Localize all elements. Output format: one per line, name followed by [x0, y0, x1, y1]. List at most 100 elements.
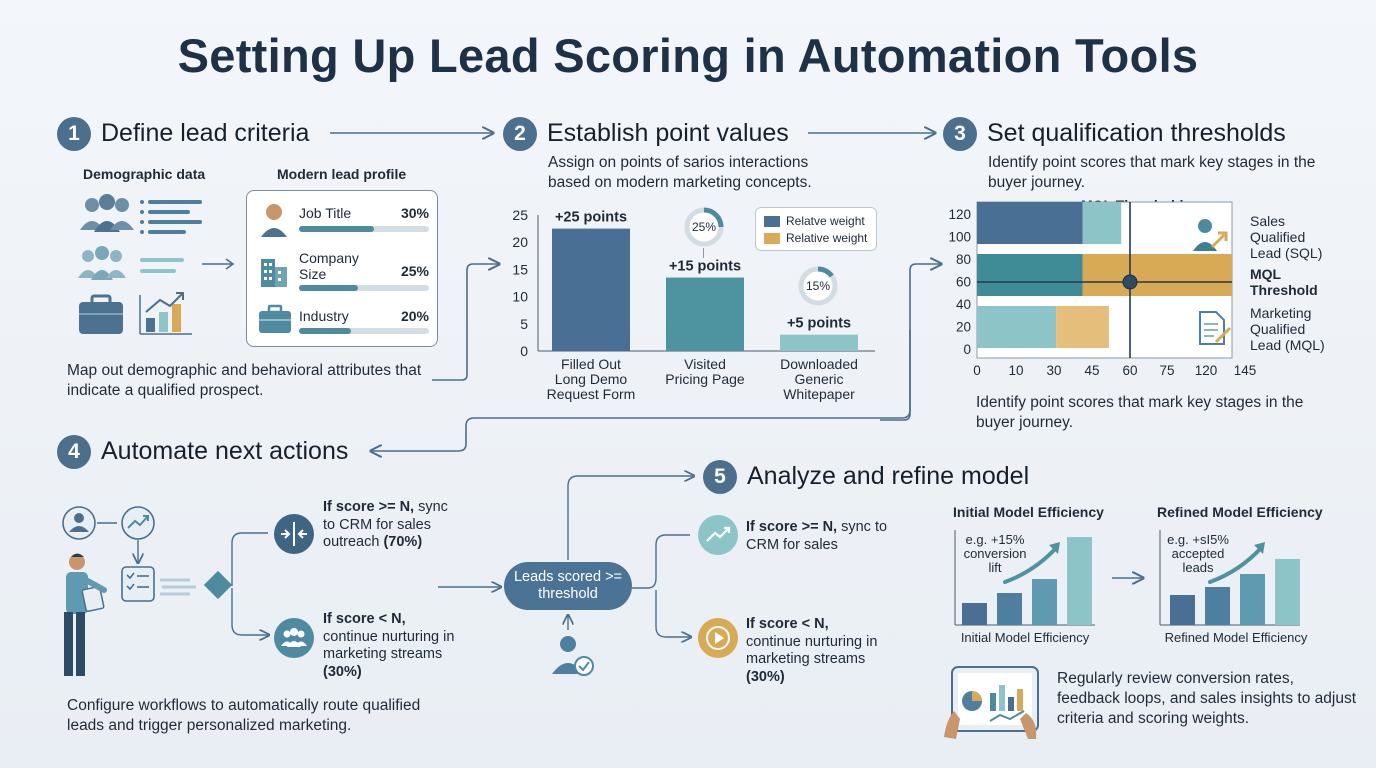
sql-label: Sales Qualified Lead (SQL)	[1250, 213, 1323, 261]
step-4-title: Automate next actions	[101, 437, 349, 465]
profile-bar-fill	[299, 226, 375, 232]
profile-bar-fill	[299, 328, 351, 334]
connector-3-to-4	[372, 330, 911, 451]
decision-diamond-icon	[203, 570, 233, 600]
connector-1-to-2-chart	[432, 264, 498, 381]
profile-row-label: Industry	[299, 308, 349, 324]
legend-label: Relative weight	[786, 231, 868, 245]
efficiency-bar-1	[962, 603, 987, 625]
step-1-title: Define lead criteria	[101, 119, 310, 147]
efficiency-bar-1	[1170, 595, 1195, 625]
branch-condition: If score < N,	[746, 616, 829, 632]
profile-row-job-title: Job Title 30%	[257, 201, 429, 241]
user-circle-icon	[62, 506, 96, 540]
group-circle-icon	[274, 618, 314, 658]
branch-condition: If score >= N,	[323, 499, 415, 515]
y-tick-label: 60	[956, 275, 971, 290]
play-circle-gold-icon	[698, 618, 738, 658]
tablet-analytics-icon	[944, 666, 1039, 739]
segment-row2-2	[1082, 254, 1232, 296]
x-tick-label: 10	[1008, 363, 1023, 378]
initial-efficiency-note: e.g. +15% conversion lift	[963, 532, 1027, 575]
branch-condition: If score >= N,	[746, 519, 838, 535]
user-check-icon	[552, 636, 594, 676]
branch-percent: (30%)	[746, 668, 785, 685]
x-tick-label: 75	[1159, 363, 1174, 378]
lead-profile-card: Job Title 30% Company Size 25% Industry	[246, 190, 438, 347]
y-tick-label: 100	[948, 230, 971, 245]
refined-efficiency-title: Refined Model Efficiency	[1157, 504, 1323, 520]
efficiency-bar-4	[1067, 537, 1092, 625]
x-tick-label: 30	[1046, 363, 1061, 378]
efficiency-bar-2	[1205, 587, 1230, 625]
step-3-title: Set qualification thresholds	[987, 119, 1286, 147]
efficiency-bar-2	[997, 593, 1022, 625]
y-tick-label: 0	[963, 342, 971, 357]
threshold-point	[1122, 274, 1138, 290]
donut-25	[684, 207, 724, 247]
profile-bar-track	[299, 226, 429, 232]
initial-efficiency-chart	[954, 530, 1095, 626]
motion-lines-icon	[160, 578, 196, 596]
demographic-data-label: Demographic data	[83, 166, 206, 182]
step-2-description: Assign on points of sarios interactions …	[548, 154, 812, 191]
demographic-icons	[78, 194, 235, 335]
briefcase-icon	[259, 304, 291, 333]
step-4-flow-icons	[62, 506, 233, 676]
y-tick-label: 0	[520, 343, 528, 359]
growth-chart-icon	[139, 292, 192, 335]
branch-text: sync to CRM for sales outreach	[323, 499, 448, 550]
profile-row-label: Job Title	[299, 205, 352, 221]
branch-text: continue nurturing in marketing streams	[746, 633, 878, 668]
branch-percent: (70%)	[383, 534, 423, 550]
step-3-description-top: Identify point scores that mark key stag…	[988, 154, 1316, 191]
leads-scored-node: Leads scored >= threshold	[504, 562, 632, 610]
category-label: Request Form	[547, 386, 636, 402]
segment-row2-1	[977, 254, 1083, 296]
step-3-description-bottom: Identify point scores that mark key stag…	[976, 394, 1304, 431]
segment-row1-2	[1082, 202, 1122, 244]
profile-row-value: 25%	[400, 263, 429, 279]
donut-15-label: 15%	[805, 279, 831, 293]
group-people-icon	[80, 194, 134, 232]
profile-row-company-size: Company Size 25%	[257, 249, 429, 297]
split-arrows-icon	[274, 514, 314, 554]
people-icon	[78, 246, 126, 280]
y-tick-label: 10	[512, 289, 528, 305]
step-5-title: Analyze and refine model	[747, 462, 1030, 490]
bar-1	[552, 228, 630, 351]
sql-person-icon	[1193, 219, 1228, 251]
y-tick-label: 5	[520, 316, 528, 332]
category-label: Long Demo	[555, 371, 628, 387]
profile-row-value: 30%	[400, 205, 429, 221]
x-tick-label: 0	[973, 363, 981, 378]
step-4-branch-low: If score < N, continue nurturing in mark…	[323, 611, 483, 681]
mql-threshold-label: MQL Threshold	[1250, 266, 1318, 298]
refined-efficiency-chart	[1159, 530, 1300, 626]
step-5-description: Regularly review conversion rates, feedb…	[1057, 670, 1356, 727]
trend-arrowhead	[1254, 542, 1265, 554]
bar-2	[666, 277, 744, 351]
initial-efficiency-title: Initial Model Efficiency	[953, 504, 1104, 520]
y-tick-label: 120	[948, 207, 971, 222]
y-tick-label: 40	[956, 297, 971, 312]
step-4-badge: 4	[57, 435, 91, 469]
step-4-branch-high: If score >= N, sync to CRM for sales out…	[323, 499, 453, 552]
list-lines-icon	[140, 200, 202, 234]
category-label: Whitepaper	[783, 386, 855, 402]
donut-25-leader	[703, 248, 704, 258]
trend-arrow	[1208, 545, 1264, 584]
category-label: Pricing Page	[665, 371, 745, 387]
step-3-badge: 3	[943, 117, 977, 151]
initial-efficiency-caption: Initial Model Efficiency	[960, 630, 1090, 645]
branch-text: continue nurturing in marketing streams	[323, 628, 455, 663]
trend-arrowhead	[1049, 542, 1060, 554]
branch-percent: (30%)	[323, 663, 362, 680]
step-1-badge: 1	[57, 117, 91, 151]
flow-node-to-5	[567, 476, 693, 560]
step-1-description: Map out demographic and behavioral attri…	[67, 362, 422, 399]
bar-data-label: +15 points	[669, 259, 741, 275]
